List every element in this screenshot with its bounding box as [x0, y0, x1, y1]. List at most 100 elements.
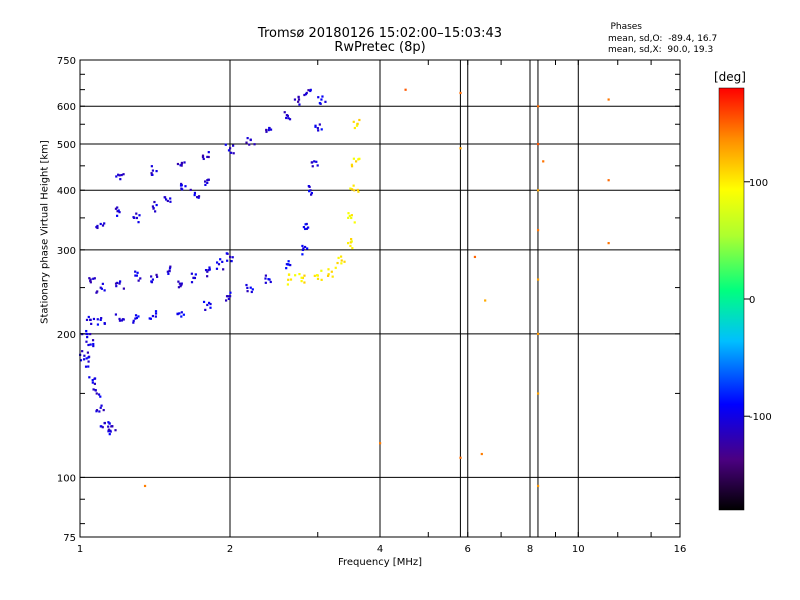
data-point: [305, 222, 308, 226]
data-point: [352, 120, 355, 123]
data-point: [287, 260, 290, 263]
data-point: [91, 339, 95, 342]
data-point: [207, 155, 210, 159]
data-point: [245, 141, 248, 144]
data-point: [154, 312, 158, 315]
data-point: [109, 430, 112, 433]
data-point: [86, 336, 89, 339]
data-point: [350, 237, 353, 241]
chart-title-line1: Tromsø 20180126 15:02:00–15:03:43: [257, 26, 503, 41]
data-point: [189, 188, 192, 192]
data-point: [149, 317, 152, 320]
x-tick-label: 10: [572, 544, 585, 555]
data-point: [289, 278, 293, 281]
data-point: [89, 343, 92, 346]
data-point: [116, 281, 119, 285]
data-point: [267, 128, 270, 132]
data-point: [180, 311, 183, 314]
data-point: [473, 255, 477, 259]
y-tick-label: 750: [57, 56, 76, 67]
data-point: [134, 274, 137, 277]
data-point: [196, 196, 199, 199]
data-point: [206, 155, 209, 159]
data-point: [92, 317, 96, 321]
data-point: [536, 392, 540, 395]
data-point: [330, 270, 333, 273]
data-point: [317, 96, 320, 99]
data-point: [111, 425, 114, 428]
data-point: [301, 276, 305, 280]
data-point: [536, 189, 540, 192]
data-point: [536, 332, 540, 336]
data-point: [206, 275, 209, 278]
data-point: [90, 322, 93, 325]
data-point: [484, 299, 487, 302]
data-point: [93, 377, 97, 380]
data-point: [230, 260, 233, 263]
data-point: [153, 200, 156, 204]
data-point: [155, 169, 158, 173]
data-point: [346, 242, 350, 245]
data-point: [88, 277, 91, 280]
data-point: [285, 263, 288, 266]
data-point: [287, 117, 290, 120]
data-point: [324, 100, 327, 103]
data-point: [300, 280, 303, 283]
data-point: [313, 274, 316, 277]
data-point: [204, 183, 207, 187]
data-point: [99, 425, 102, 428]
data-point: [308, 190, 311, 193]
data-point: [114, 429, 117, 432]
data-point: [215, 261, 219, 264]
data-point: [89, 278, 92, 281]
data-point: [350, 165, 354, 168]
data-point: [152, 207, 155, 210]
data-point: [179, 164, 182, 167]
data-point: [94, 388, 97, 392]
data-point: [107, 421, 110, 424]
data-point: [180, 187, 183, 190]
data-point: [313, 160, 316, 163]
data-point: [135, 216, 138, 220]
data-point: [207, 269, 210, 272]
data-point: [327, 268, 330, 271]
data-point: [115, 285, 118, 288]
data-point: [154, 315, 157, 318]
data-point: [265, 130, 268, 133]
data-point: [137, 279, 140, 282]
data-point: [136, 271, 139, 274]
data-point: [264, 277, 267, 280]
data-point: [298, 273, 301, 276]
data-point: [155, 203, 158, 207]
data-point: [297, 100, 300, 103]
data-point: [118, 319, 122, 322]
data-point: [84, 365, 88, 368]
data-point: [245, 283, 248, 287]
data-point: [114, 313, 118, 316]
data-point: [116, 214, 119, 217]
data-point: [350, 163, 354, 166]
data-point: [137, 221, 140, 224]
data-point: [217, 263, 221, 266]
phases-title: Phases: [610, 22, 642, 32]
data-point: [303, 274, 306, 277]
data-point: [246, 137, 249, 140]
data-point: [135, 212, 138, 215]
data-point: [208, 268, 211, 271]
data-point: [306, 247, 309, 250]
x-tick-label: 16: [674, 544, 687, 555]
data-point: [119, 280, 122, 283]
data-point: [307, 89, 310, 92]
data-point: [204, 269, 208, 272]
data-point: [355, 124, 359, 127]
data-point: [264, 274, 267, 277]
data-point: [232, 144, 235, 147]
data-point: [107, 425, 110, 428]
data-point: [320, 269, 323, 272]
data-point: [304, 227, 307, 231]
data-point: [285, 267, 288, 270]
x-tick-label: 2: [227, 544, 233, 555]
data-point: [120, 173, 123, 177]
data-point: [137, 315, 140, 318]
data-point: [154, 210, 157, 213]
